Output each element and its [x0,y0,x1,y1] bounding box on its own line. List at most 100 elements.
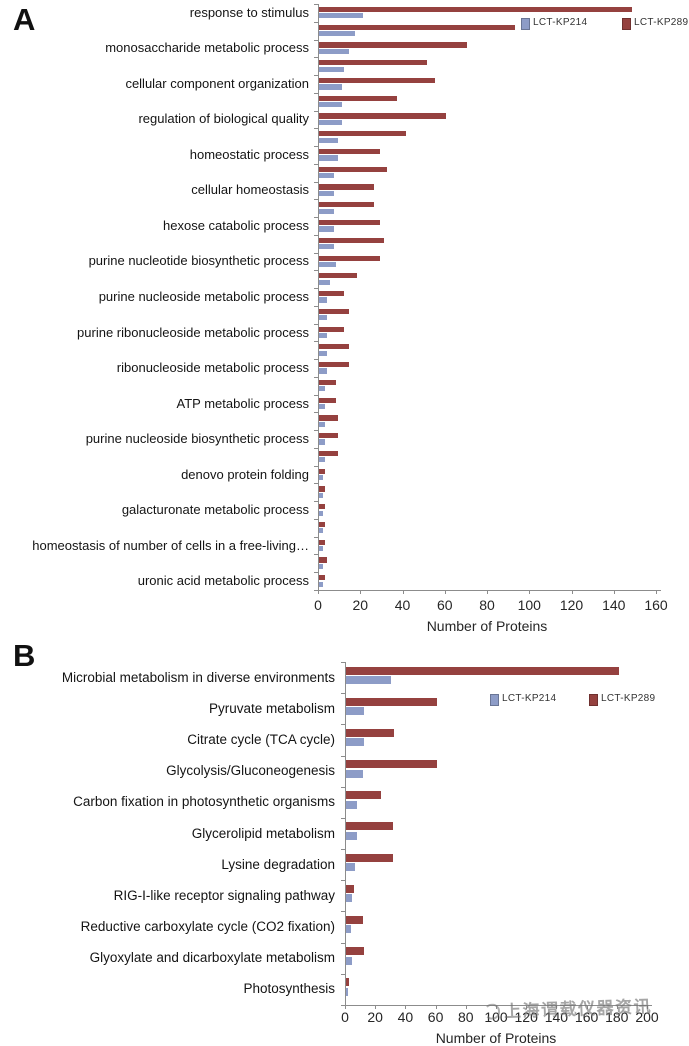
chart-a-y-axis-tick [314,447,318,449]
chart-a-y-axis-tick [314,270,318,272]
chart-b-x-axis-tick [465,1005,467,1009]
bar-lct-kp214 [319,315,328,321]
bar-lct-kp214 [319,492,324,498]
chart-a-x-axis-tick [571,590,573,594]
bar-lct-kp214 [319,528,324,534]
chart-a-y-axis-tick [314,39,318,41]
category-label: cellular component organization [125,75,309,91]
bar-lct-kp289 [319,237,385,243]
bar-lct-kp289 [319,362,349,368]
bar-lct-kp289 [319,219,381,226]
bar-lct-kp289 [319,24,516,30]
bar-lct-kp214 [346,831,357,840]
bar-lct-kp289 [346,884,354,893]
bar-lct-kp289 [319,148,381,155]
bar-lct-kp214 [319,102,343,108]
chart-a-y-axis-tick [314,518,318,520]
category-label: response to stimulus [189,4,309,20]
legend-item-lct-kp289: LCT-KP289 [622,17,689,30]
bar-lct-kp289 [319,504,326,510]
chart-a-y-axis-tick [314,181,318,183]
chart-a-y-axis-tick [314,128,318,130]
bar-lct-kp214 [319,474,324,481]
bar-lct-kp214 [346,987,348,996]
bar-lct-kp214 [346,925,351,934]
chart-b-y-axis-tick [341,911,345,913]
category-label: uronic acid metabolic process [137,573,309,589]
chart-b-x-axis-tick-label: 140 [544,1009,569,1025]
bar-lct-kp214 [319,350,328,356]
chart-b-y-axis-tick [341,817,345,819]
chart-b-x-axis-tick-label: 20 [367,1009,383,1025]
bar-lct-kp289 [319,557,328,563]
chart-b-x-axis-tick-label: 100 [484,1009,508,1025]
panel-b-label: B [13,638,36,673]
category-label: purine nucleoside metabolic process [98,289,309,304]
bar-lct-kp214 [319,226,334,232]
chart-b-x-axis-title: Number of Proteins [435,1030,557,1046]
bar-lct-kp214 [319,66,345,72]
bar-lct-kp289 [319,255,381,261]
bar-lct-kp289 [319,131,406,137]
bar-lct-kp214 [319,190,334,197]
chart-a-y-axis-tick [314,394,318,396]
chart-a-x-axis-tick-label: 60 [436,597,453,613]
chart-b-y-axis-tick [341,880,345,882]
bar-lct-kp289 [319,397,336,403]
legend-swatch-lct-kp289 [589,694,598,706]
chart-a-y-axis-tick [314,572,318,574]
category-label: purine ribonucleoside metabolic process [77,324,309,340]
category-label: Glyoxylate and dicarboxylate metabolism [89,950,335,966]
panel-a-label: A [13,2,36,37]
bar-lct-kp214 [346,738,365,747]
chart-b-x-axis-tick [556,1005,558,1009]
chart-b-x-axis-tick-label: 120 [514,1009,538,1025]
category-label: purine nucleotide biosynthetic process [88,253,309,269]
bar-lct-kp214 [319,173,334,179]
bar-lct-kp289 [319,273,358,279]
chart-a-x-axis-tick [529,590,531,594]
bar-lct-kp214 [319,261,336,268]
legend-swatch-lct-kp289 [622,18,631,30]
bar-lct-kp289 [346,666,620,675]
chart-a-y-axis-tick [314,288,318,290]
chart-a-y-axis-tick [314,323,318,325]
category-label: Carbon fixation in photosynthetic organi… [73,794,335,810]
chart-a-y-axis-tick [314,163,318,165]
bar-lct-kp289 [346,978,350,987]
chart-a-x-axis-tick-label: 40 [394,597,411,613]
chart-a-x-axis-tick [656,590,657,594]
category-label: Glycolysis/Gluconeogenesis [166,763,335,779]
chart-a-x-axis-tick [402,590,404,594]
category-label: purine nucleoside biosynthetic process [85,431,309,447]
bar-lct-kp289 [319,42,467,48]
chart-b-y-axis-tick [341,724,345,726]
bar-lct-kp289 [346,760,437,769]
watermark-logo-icon [483,1003,501,1020]
chart-a-x-axis-tick [613,590,615,594]
legend-swatch-lct-kp214 [521,18,530,30]
bar-lct-kp289 [319,379,336,385]
bar-lct-kp214 [319,457,326,463]
bar-lct-kp214 [319,563,324,569]
category-label: monosaccharide metabolic process [105,40,309,56]
chart-a-y-axis-tick [314,199,318,201]
bar-lct-kp289 [346,947,365,956]
chart-a-y-axis-tick [314,501,318,503]
bar-lct-kp214 [319,386,326,392]
bar-lct-kp214 [319,510,324,516]
chart-a-x-axis-tick-label: 140 [602,597,626,613]
legend-item-lct-kp289: LCT-KP289 [589,693,669,706]
bar-lct-kp214 [319,297,328,303]
chart-b-x-axis-tick [616,1005,618,1009]
bar-lct-kp214 [319,137,338,143]
category-label: RIG-I-like receptor signaling pathway [113,887,335,903]
bar-lct-kp214 [319,13,364,19]
legend-label-lct-kp214: LCT-KP214 [533,17,588,28]
category-label: cellular homeostasis [191,182,309,198]
chart-b-y-axis-tick [341,693,345,695]
chart-a-y-axis-tick [314,430,318,432]
chart-a-x-axis-tick-label: 0 [314,597,322,613]
bar-lct-kp289 [319,344,349,350]
chart-b-y-axis-tick [341,755,345,757]
